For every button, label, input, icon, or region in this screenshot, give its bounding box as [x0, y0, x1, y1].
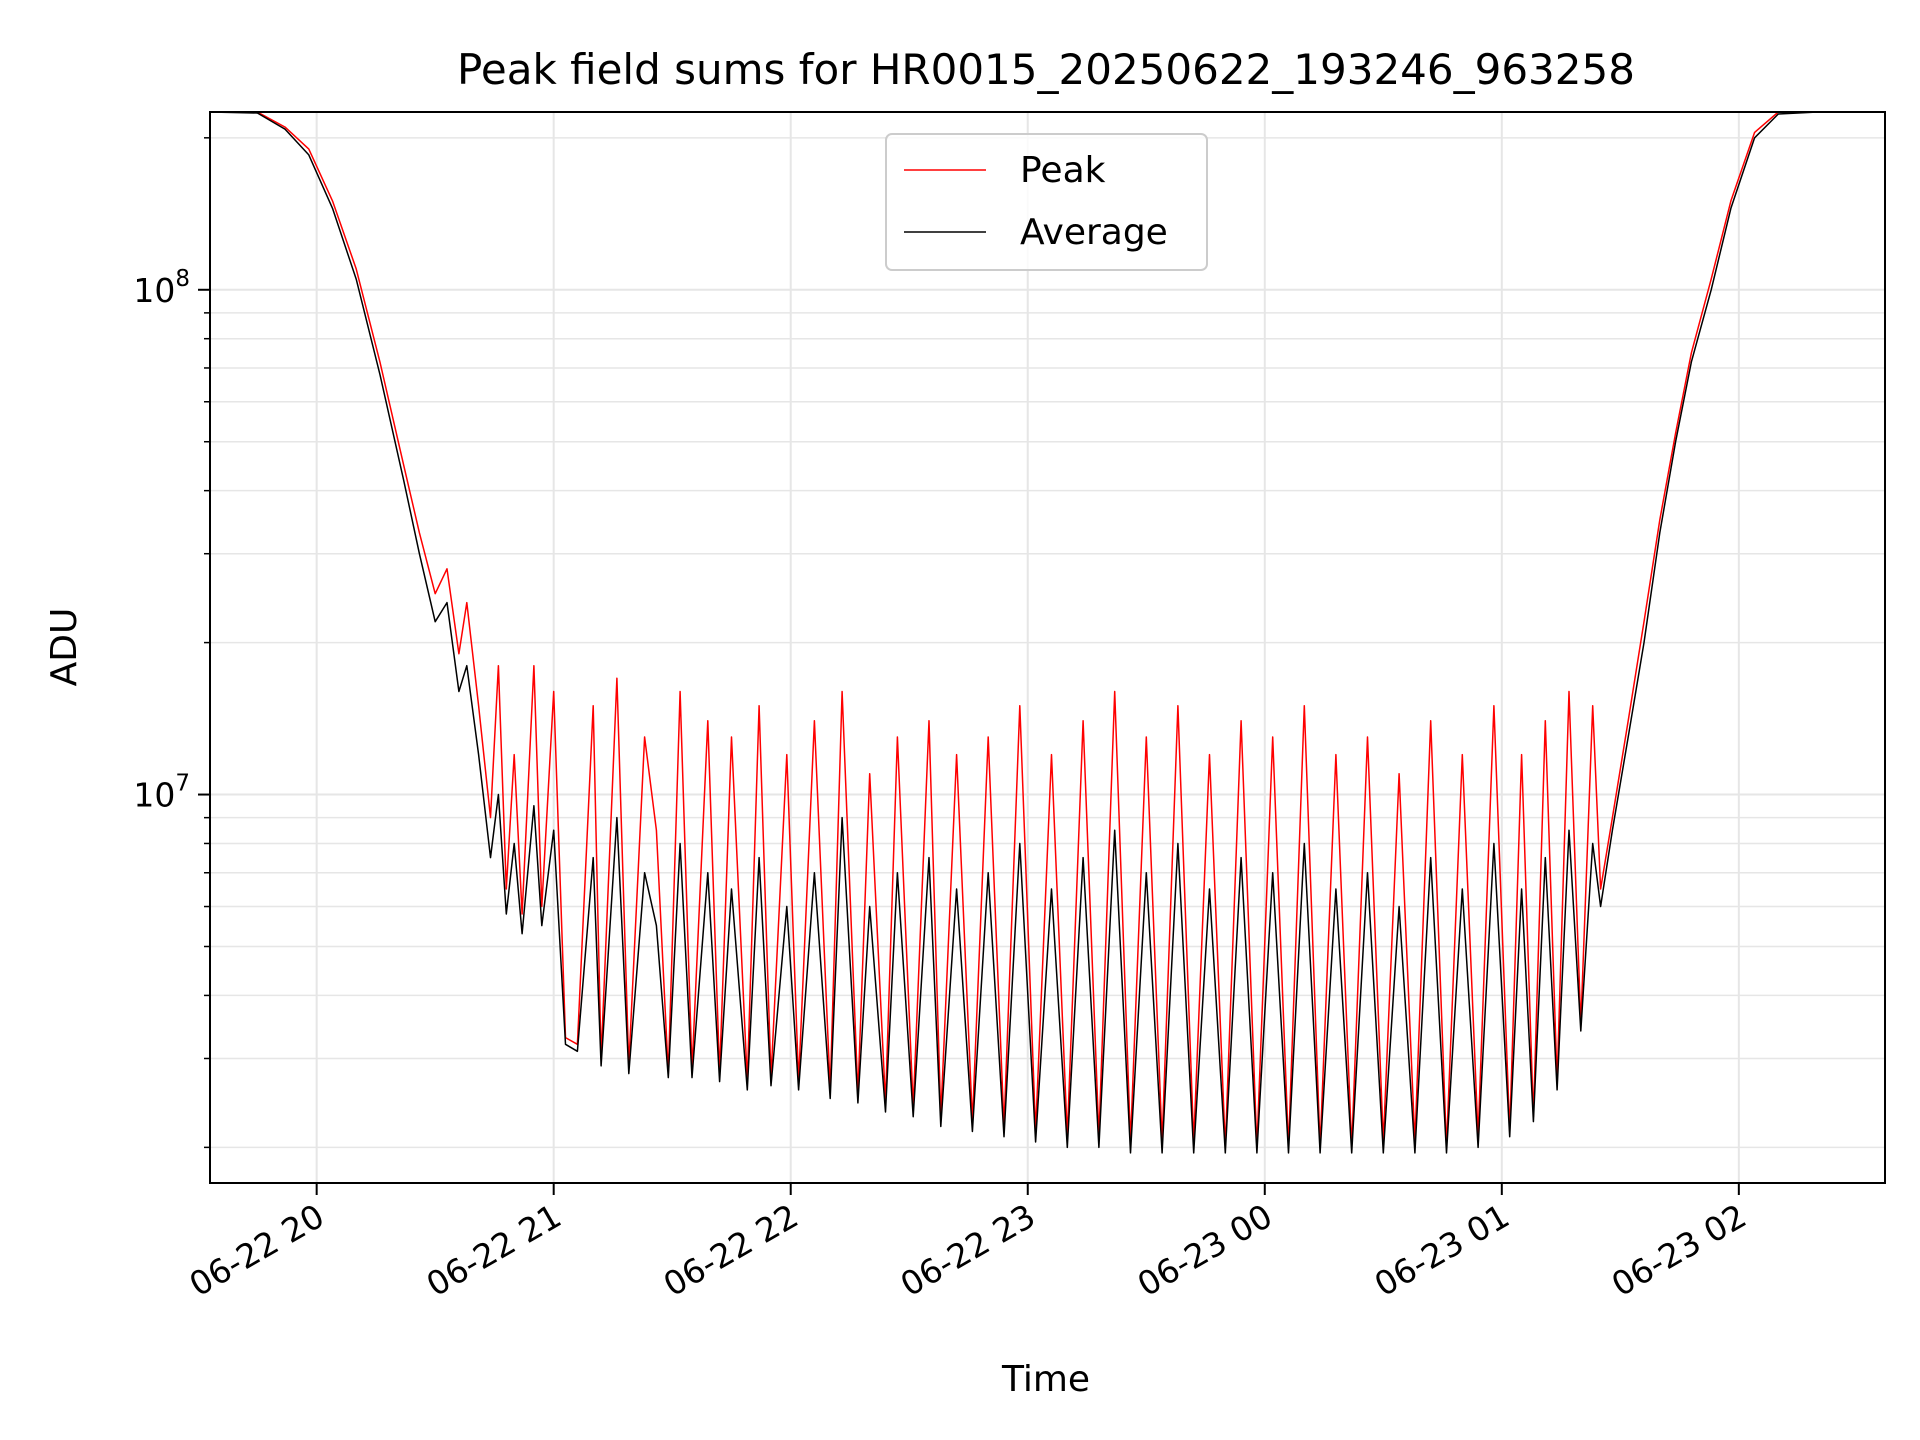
grid: [210, 112, 1885, 1183]
x-axis-label: Time: [1001, 1359, 1090, 1400]
series-line-average: [209, 111, 1818, 1154]
legend: Peak Average: [885, 133, 1208, 271]
y-axis: 107 108: [133, 137, 210, 1149]
plot-frame: [209, 111, 1886, 1184]
legend-box: [885, 133, 1208, 271]
series-layer: [209, 111, 1818, 1154]
chart-title: Peak field sums for HR0015_20250622_1932…: [457, 45, 1635, 94]
y-axis-label: ADU: [44, 608, 85, 687]
series-line-peak: [210, 111, 1818, 1149]
legend-label-average: Average: [1020, 212, 1168, 253]
legend-label-peak: Peak: [1020, 150, 1106, 191]
y-tick-label: 108: [133, 266, 190, 310]
y-tick-label: 107: [133, 771, 190, 815]
